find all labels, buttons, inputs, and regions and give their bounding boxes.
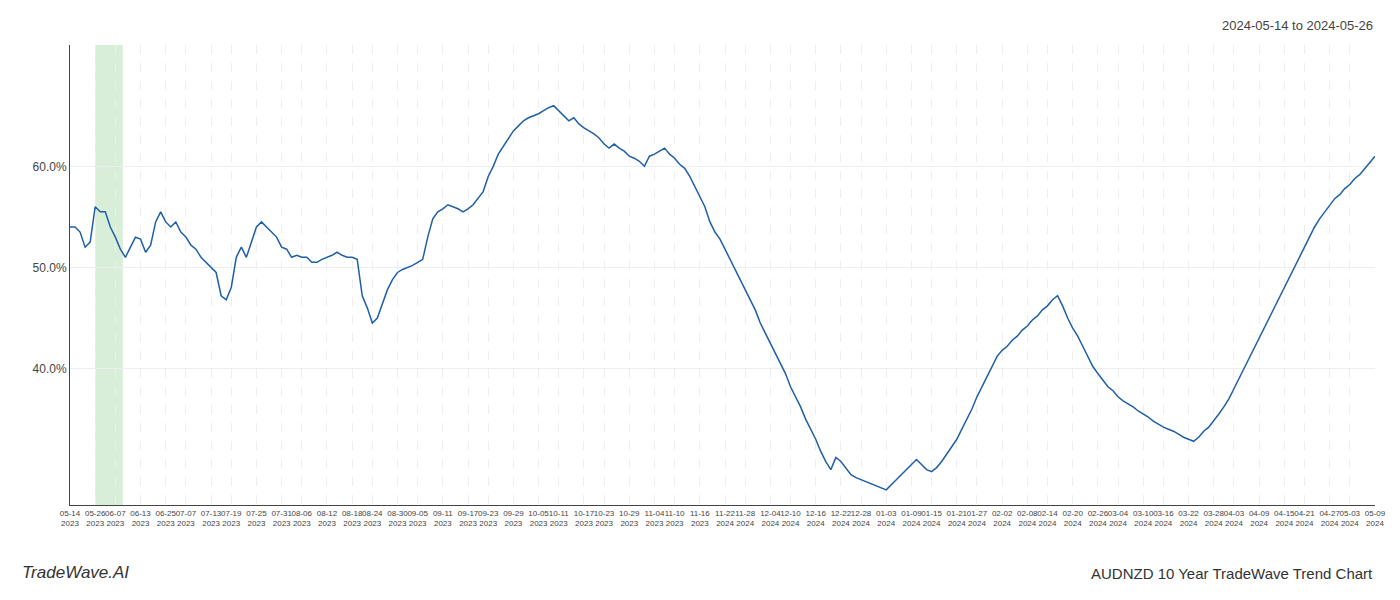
svg-text:09-052023: 09-052023 (407, 509, 428, 528)
svg-text:11-222024: 11-222024 (715, 509, 735, 528)
svg-text:12-222024: 12-222024 (831, 509, 852, 528)
svg-text:09-232023: 09-232023 (478, 509, 499, 528)
svg-text:08-242023: 08-242023 (362, 509, 383, 528)
svg-text:10-232023: 10-232023 (594, 509, 615, 528)
svg-text:12-162024: 12-162024 (805, 509, 826, 528)
svg-text:05-262023: 05-262023 (85, 509, 106, 528)
svg-text:04-212024: 04-212024 (1294, 509, 1315, 528)
svg-text:03-282024: 03-282024 (1204, 509, 1225, 528)
svg-text:02-202024: 02-202024 (1062, 509, 1083, 528)
svg-text:12-042024: 12-042024 (760, 509, 781, 528)
svg-text:02-142024: 02-142024 (1037, 509, 1058, 528)
svg-text:07-132023: 07-132023 (201, 509, 222, 528)
svg-text:40.0%: 40.0% (33, 362, 67, 376)
svg-text:05-142023: 05-142023 (60, 509, 81, 528)
svg-text:11-042023: 11-042023 (645, 509, 665, 528)
svg-text:60.0%: 60.0% (33, 160, 67, 174)
svg-text:2024-05-14 to 2024-05-26: 2024-05-14 to 2024-05-26 (1222, 18, 1373, 33)
svg-text:09-172023: 09-172023 (458, 509, 479, 528)
svg-text:10-172023: 10-172023 (574, 509, 595, 528)
svg-text:11-102023: 11-102023 (665, 509, 685, 528)
svg-text:11-282024: 11-282024 (735, 509, 755, 528)
svg-text:10-292023: 10-292023 (619, 509, 640, 528)
svg-text:06-252023: 06-252023 (155, 509, 176, 528)
svg-text:TradeWave.AI: TradeWave.AI (22, 563, 129, 582)
svg-text:05-092024: 05-092024 (1365, 509, 1386, 528)
svg-text:01-152024: 01-152024 (921, 509, 942, 528)
svg-text:10-112023: 10-112023 (549, 509, 569, 528)
svg-text:06-132023: 06-132023 (130, 509, 151, 528)
svg-text:04-152024: 04-152024 (1274, 509, 1295, 528)
svg-text:04-032024: 04-032024 (1224, 509, 1245, 528)
svg-text:11-162023: 11-162023 (690, 509, 710, 528)
svg-text:02-082024: 02-082024 (1017, 509, 1038, 528)
svg-text:04-092024: 04-092024 (1249, 509, 1270, 528)
svg-text:01-272024: 01-272024 (967, 509, 988, 528)
svg-text:01-032024: 01-032024 (876, 509, 897, 528)
svg-text:08-302023: 08-302023 (387, 509, 408, 528)
svg-text:07-312023: 07-312023 (271, 509, 292, 528)
svg-text:07-252023: 07-252023 (246, 509, 267, 528)
svg-text:50.0%: 50.0% (33, 261, 67, 275)
svg-text:10-052023: 10-052023 (528, 509, 549, 528)
svg-text:09-112023: 09-112023 (433, 509, 453, 528)
svg-text:01-092024: 01-092024 (901, 509, 922, 528)
svg-text:05-032024: 05-032024 (1340, 509, 1361, 528)
svg-text:01-212024: 01-212024 (947, 509, 968, 528)
svg-text:08-062023: 08-062023 (292, 509, 313, 528)
svg-text:AUDNZD 10 Year TradeWave Trend: AUDNZD 10 Year TradeWave Trend Chart (1091, 565, 1373, 582)
svg-text:07-192023: 07-192023 (221, 509, 242, 528)
svg-text:09-292023: 09-292023 (503, 509, 524, 528)
svg-text:03-222024: 03-222024 (1178, 509, 1199, 528)
svg-text:02-262024: 02-262024 (1088, 509, 1109, 528)
svg-text:12-102024: 12-102024 (780, 509, 801, 528)
svg-text:02-022024: 02-022024 (992, 509, 1013, 528)
svg-text:08-122023: 08-122023 (317, 509, 338, 528)
svg-text:03-162024: 03-162024 (1153, 509, 1174, 528)
svg-text:04-272024: 04-272024 (1319, 509, 1340, 528)
svg-text:03-102024: 03-102024 (1133, 509, 1154, 528)
svg-text:06-072023: 06-072023 (105, 509, 126, 528)
svg-text:08-182023: 08-182023 (342, 509, 363, 528)
svg-text:03-042024: 03-042024 (1108, 509, 1129, 528)
svg-text:12-282024: 12-282024 (851, 509, 872, 528)
svg-text:07-072023: 07-072023 (176, 509, 197, 528)
